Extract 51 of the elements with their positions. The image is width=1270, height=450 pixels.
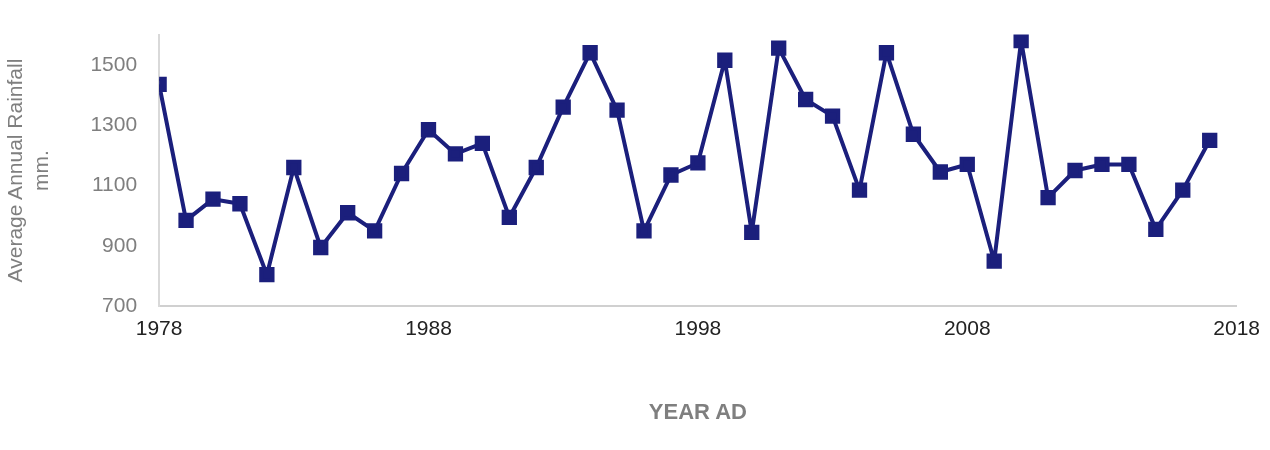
point bbox=[878, 45, 895, 61]
x-tick-label: 2018 bbox=[1213, 315, 1260, 339]
point bbox=[313, 239, 329, 256]
point bbox=[663, 167, 679, 183]
y-tick-label: 900 bbox=[102, 232, 138, 256]
point bbox=[690, 155, 706, 171]
x-axis-title: YEAR AD bbox=[648, 398, 747, 424]
point bbox=[959, 156, 975, 173]
y-tick-label: 700 bbox=[102, 293, 138, 317]
x-tick-label: 1998 bbox=[674, 315, 722, 339]
point bbox=[1175, 182, 1191, 198]
point bbox=[178, 212, 194, 228]
x-tick-label: 1988 bbox=[405, 315, 452, 339]
point bbox=[366, 223, 383, 239]
point bbox=[932, 164, 948, 180]
point bbox=[286, 159, 302, 176]
point bbox=[555, 99, 571, 115]
point bbox=[744, 224, 760, 241]
point bbox=[824, 108, 841, 124]
point bbox=[851, 182, 868, 198]
y-tick-label: 1500 bbox=[90, 51, 138, 75]
point bbox=[905, 126, 922, 142]
y-tick-label: 1100 bbox=[91, 172, 138, 196]
point bbox=[501, 209, 517, 225]
point bbox=[1148, 221, 1164, 238]
y-axis-title: Average Annual Rainfall mm. bbox=[3, 58, 52, 283]
point bbox=[420, 122, 437, 138]
point bbox=[205, 191, 221, 207]
point bbox=[259, 267, 275, 283]
point bbox=[528, 159, 544, 176]
point bbox=[393, 165, 410, 182]
point bbox=[232, 196, 248, 212]
y-tick-label: 1300 bbox=[90, 112, 138, 135]
point bbox=[636, 223, 652, 239]
point bbox=[582, 45, 598, 61]
x-tick-label: 2008 bbox=[943, 315, 991, 339]
point bbox=[474, 135, 491, 151]
point bbox=[1094, 156, 1110, 173]
point bbox=[1040, 190, 1056, 206]
point bbox=[771, 40, 787, 56]
point bbox=[340, 205, 356, 221]
point bbox=[1067, 162, 1083, 179]
x-tick-label: 1978 bbox=[135, 315, 183, 339]
point bbox=[986, 253, 1002, 269]
point bbox=[447, 146, 464, 162]
point bbox=[609, 102, 625, 118]
point bbox=[1121, 156, 1137, 173]
point bbox=[1013, 34, 1029, 49]
point bbox=[717, 52, 733, 68]
point bbox=[1202, 132, 1218, 148]
point bbox=[797, 91, 814, 108]
